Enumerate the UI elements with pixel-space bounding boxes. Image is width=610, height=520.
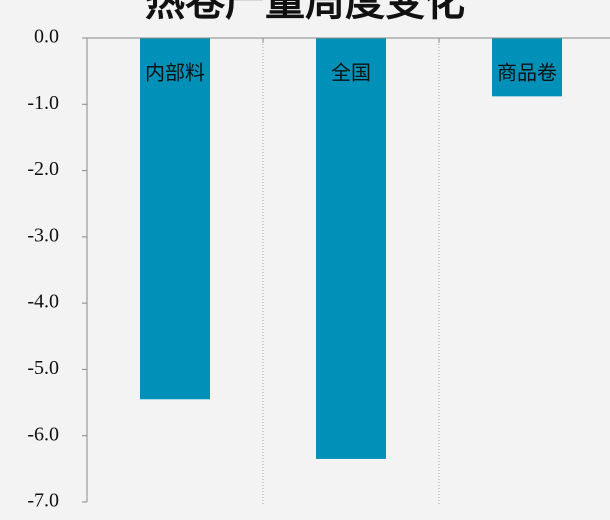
y-tick-label: -3.0 (27, 224, 59, 246)
x-tick-label: 全国 (331, 62, 371, 85)
y-tick-label: -5.0 (27, 357, 59, 379)
y-tick-label: -6.0 (27, 423, 59, 445)
y-tick-label: -7.0 (27, 490, 59, 512)
x-tick-label: 商品卷 (497, 62, 557, 85)
y-tick-label: -2.0 (27, 158, 59, 180)
y-tick-label: -1.0 (27, 92, 59, 114)
bar (492, 38, 562, 97)
bar (140, 38, 210, 400)
y-tick-label: -4.0 (27, 291, 59, 313)
chart-title: 热卷产量周度变化 (145, 0, 465, 25)
x-tick-label: 内部料 (145, 62, 205, 85)
y-tick-label: 0.0 (34, 26, 59, 48)
bar (316, 38, 386, 459)
